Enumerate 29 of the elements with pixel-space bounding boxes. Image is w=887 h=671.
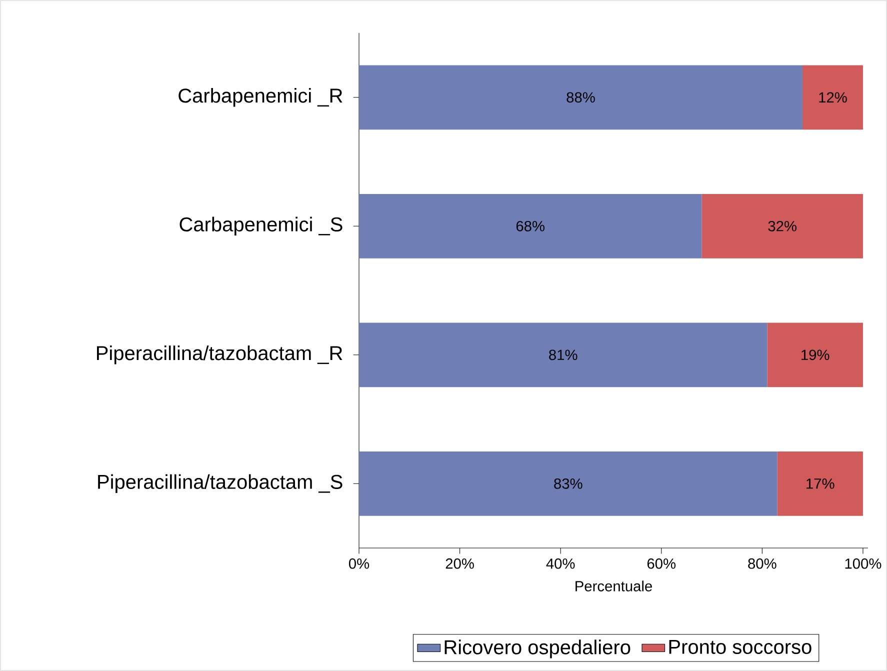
x-tick-label: 60%	[647, 558, 676, 569]
bar	[359, 322, 768, 388]
bar	[777, 451, 863, 516]
data-label: 32%	[768, 220, 796, 232]
legend-label: Pronto soccorso	[669, 640, 812, 654]
data-label: 83%	[554, 478, 582, 489]
x-axis-title: Percentuale	[576, 580, 652, 592]
bar	[802, 65, 863, 130]
data-label: 88%	[566, 92, 595, 103]
legend-label: Ricovero ospedaliero	[444, 640, 630, 658]
data-label: 19%	[802, 350, 830, 360]
y-tick-label: Piperacillina/tazobactam _S	[98, 474, 342, 493]
data-label: 17%	[806, 478, 834, 489]
data-label: 81%	[549, 350, 578, 360]
bar	[702, 194, 863, 258]
y-tick-label: Carbapenemici _S	[180, 216, 342, 236]
bar	[359, 451, 778, 516]
y-tick-label: Carbapenemici _R	[178, 88, 342, 107]
x-tick-label: 40%	[546, 558, 575, 569]
data-label: 12%	[819, 92, 847, 103]
x-tick-label: 100%	[845, 558, 882, 569]
bar	[767, 322, 863, 388]
bar	[359, 65, 802, 130]
x-tick-label: 80%	[748, 558, 776, 569]
data-label: 68%	[516, 220, 544, 232]
y-tick-label: Piperacillina/tazobactam _R	[96, 346, 342, 364]
bar	[359, 194, 702, 258]
x-tick-label: 0%	[348, 558, 370, 569]
x-tick-label: 20%	[446, 558, 474, 569]
